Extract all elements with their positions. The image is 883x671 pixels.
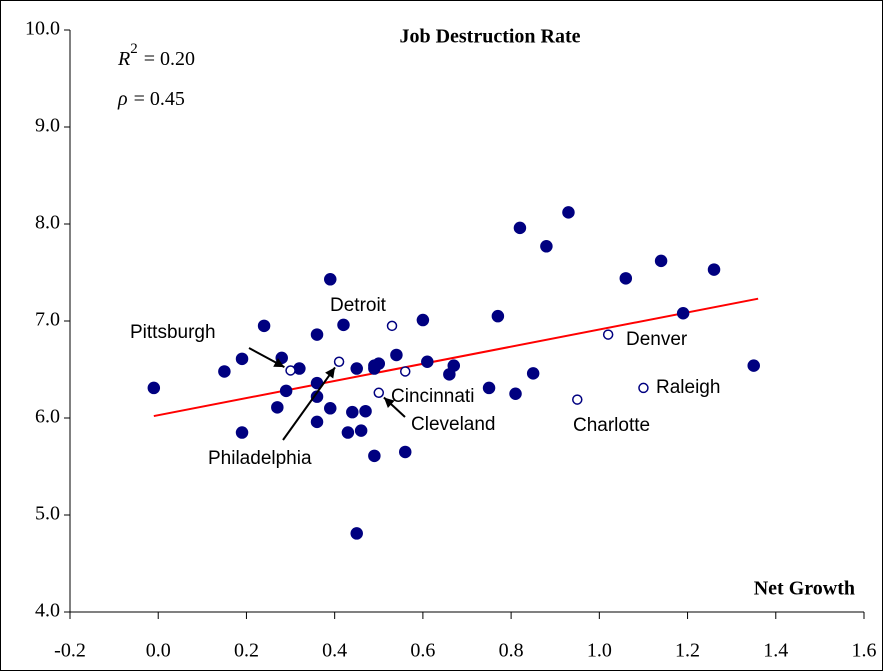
point xyxy=(293,362,306,375)
point xyxy=(602,329,614,340)
point xyxy=(707,263,721,276)
y-tick-label: 6.0 xyxy=(35,406,60,428)
point xyxy=(346,405,359,419)
point xyxy=(235,426,249,439)
x-tick-label: 0.0 xyxy=(146,640,171,662)
point-label: Detroit xyxy=(330,295,387,316)
x-tick-label: 1.4 xyxy=(763,640,788,662)
stat-exponent: 2 xyxy=(130,41,138,57)
x-axis-label: Net Growth xyxy=(754,578,855,600)
point xyxy=(310,376,324,390)
x-tick-label: 0.2 xyxy=(234,640,259,662)
point xyxy=(390,348,403,362)
point xyxy=(324,273,337,286)
point xyxy=(372,357,386,370)
point xyxy=(676,306,690,320)
point xyxy=(526,367,540,380)
point xyxy=(447,359,461,372)
point xyxy=(359,404,372,418)
stat-value: = 0.20 xyxy=(144,48,195,70)
point xyxy=(310,328,324,341)
point xyxy=(513,221,527,235)
arrow-head xyxy=(273,357,285,368)
point xyxy=(421,355,434,368)
stat-rho: ρ = 0.45 xyxy=(117,88,185,110)
x-tick-label: 1.2 xyxy=(675,640,700,662)
point xyxy=(638,382,649,394)
x-tick-label: 0.4 xyxy=(322,640,347,662)
point xyxy=(354,424,368,437)
point xyxy=(572,394,583,405)
arrow-head xyxy=(383,397,395,408)
point xyxy=(257,319,271,333)
y-tick-label: 8.0 xyxy=(35,212,60,234)
chart-title: Job Destruction Rate xyxy=(399,26,580,48)
point xyxy=(491,309,505,323)
point xyxy=(350,527,363,540)
point-label: Cincinnati xyxy=(391,386,474,407)
point xyxy=(619,272,633,285)
x-tick-label: 1.6 xyxy=(852,640,877,662)
point-label: Denver xyxy=(626,329,688,350)
point xyxy=(654,254,668,268)
trend-line xyxy=(153,297,759,418)
point xyxy=(399,366,411,377)
x-tick-label: 1.0 xyxy=(587,640,612,662)
y-tick-label: 4.0 xyxy=(35,600,60,622)
y-tick-label: 9.0 xyxy=(35,115,60,137)
point xyxy=(386,320,398,332)
point xyxy=(333,356,345,367)
point-label: Charlotte xyxy=(573,415,650,436)
point xyxy=(218,365,231,378)
stat-r2: R2 = 0.20 xyxy=(117,41,195,69)
point xyxy=(341,426,355,439)
point-label: Raleigh xyxy=(656,377,720,398)
arrow-head xyxy=(325,367,336,379)
point-label: Philadelphia xyxy=(208,448,312,469)
label-arrow xyxy=(282,366,336,441)
point xyxy=(310,415,324,429)
point xyxy=(373,387,385,399)
point xyxy=(540,240,553,253)
point xyxy=(147,381,161,395)
point xyxy=(337,318,350,332)
point-label: Cleveland xyxy=(411,414,496,435)
point xyxy=(509,387,522,400)
point xyxy=(368,449,381,463)
stat-value: = 0.45 xyxy=(134,88,185,110)
point xyxy=(350,362,363,375)
point xyxy=(562,206,575,219)
point xyxy=(324,402,337,415)
stat-symbol: R xyxy=(117,48,130,70)
point xyxy=(279,384,293,398)
x-tick-label: 0.6 xyxy=(410,640,435,662)
y-tick-label: 5.0 xyxy=(35,503,60,525)
stat-symbol: ρ xyxy=(117,88,128,110)
point xyxy=(398,445,412,459)
point xyxy=(482,381,496,395)
point xyxy=(235,352,249,366)
y-tick-label: 7.0 xyxy=(35,309,60,331)
point xyxy=(285,365,296,376)
x-tick-label: -0.2 xyxy=(54,640,86,662)
y-tick-label: 10.0 xyxy=(25,18,60,40)
point-label: Pittsburgh xyxy=(130,322,216,343)
point xyxy=(747,359,760,372)
point xyxy=(416,313,430,327)
x-tick-label: 0.8 xyxy=(499,640,524,662)
point xyxy=(271,401,284,414)
